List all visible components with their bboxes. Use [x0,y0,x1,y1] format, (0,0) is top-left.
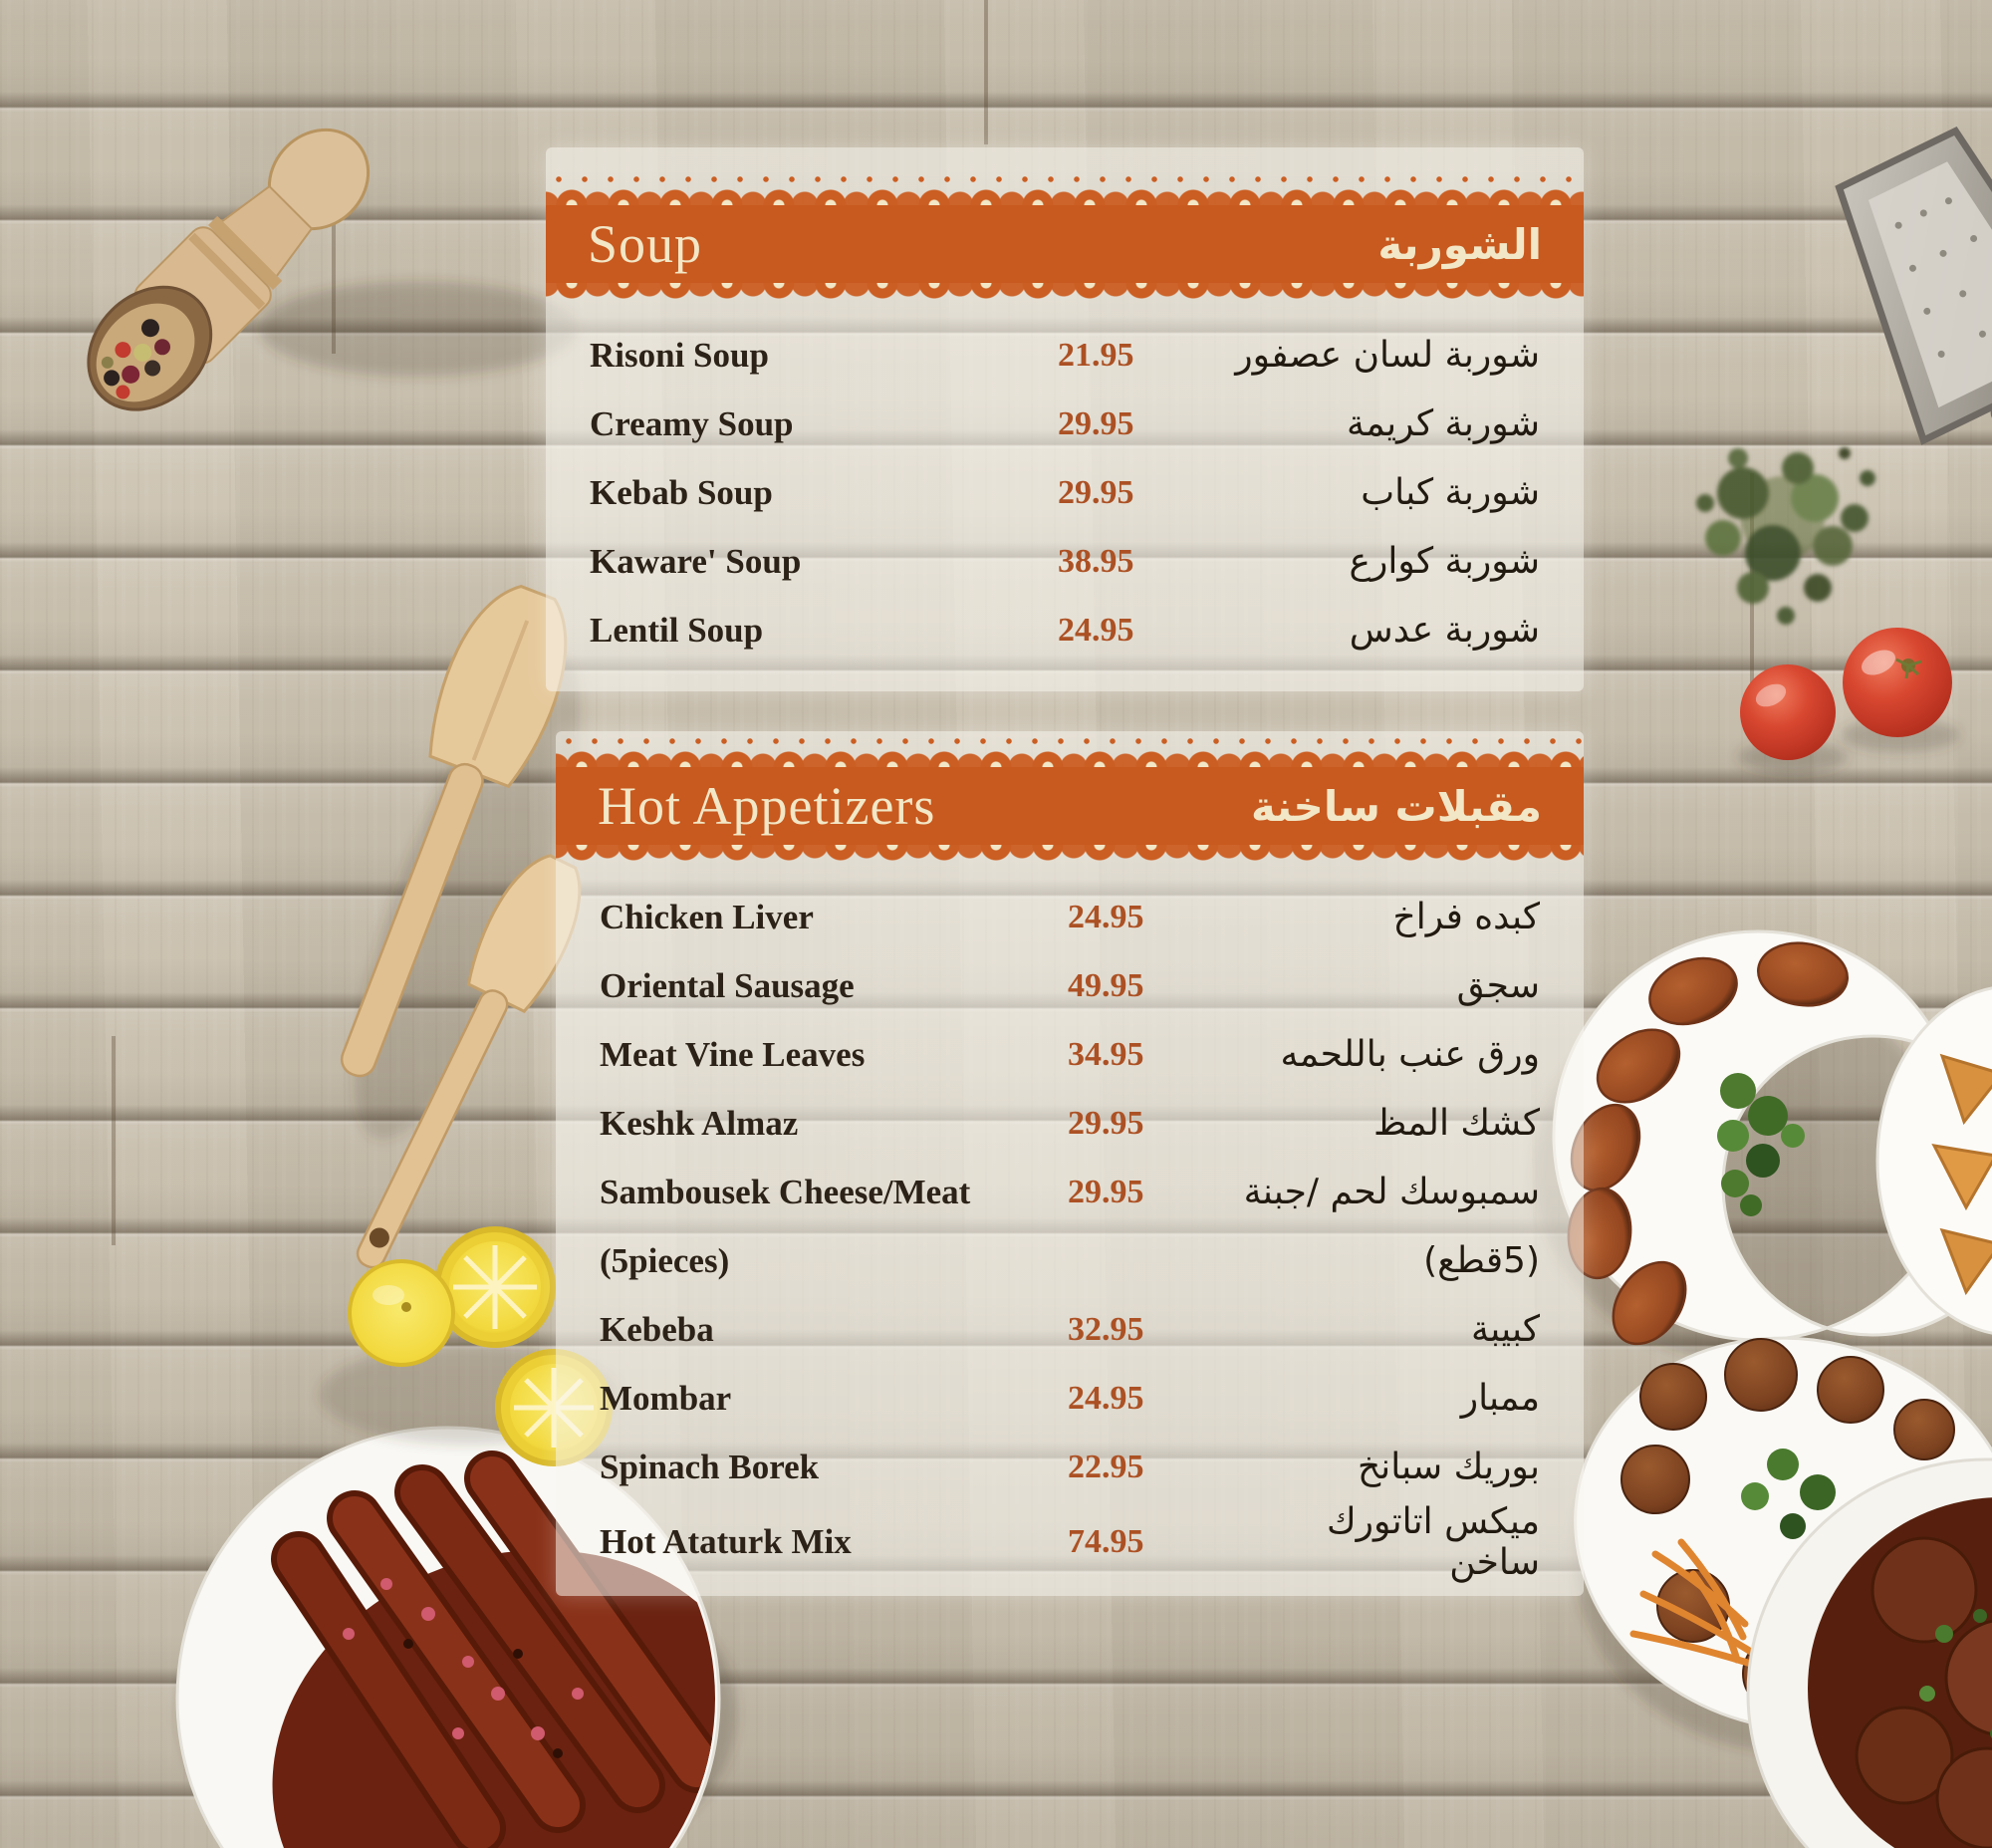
item-price: 38.95 [1058,542,1134,580]
menu-item-row: Chicken Liver 24.95 كبده فراخ [556,883,1584,951]
item-price: 29.95 [1068,1104,1144,1142]
menu-item-row: Meat Vine Leaves 34.95 ورق عنب باللحمه [556,1020,1584,1089]
item-name-ar: شوربة كريمة [1346,403,1540,444]
item-price: 24.95 [1068,898,1144,935]
samosa-plate [1875,986,1992,1335]
item-name-en: Risoni Soup [590,335,769,375]
item-price: 29.95 [1058,404,1134,442]
item-price: 24.95 [1068,1379,1144,1417]
item-name-en: Spinach Borek [600,1447,820,1486]
plank-joints [112,0,1754,1245]
item-price: 22.95 [1068,1448,1144,1485]
item-price: 34.95 [1068,1035,1144,1073]
menu-item-row: Mombar 24.95 ممبار [556,1364,1584,1433]
soup-header-band: Soup الشوربة [546,205,1584,283]
menu-item-row: Spinach Borek 22.95 بوريك سبانخ [556,1433,1584,1501]
item-name-en: Kaware' Soup [590,541,802,581]
item-name-ar: سمبوسك لحم /جبنة [1243,1172,1540,1212]
item-name-ar: كبده فراخ [1392,897,1540,937]
item-name-en: Sambousek Cheese/Meat [600,1172,971,1211]
tomatoes [1738,628,1960,773]
item-price: 49.95 [1068,966,1144,1004]
item-name-ar: شوربة عدس [1349,610,1540,651]
item-price: 32.95 [1068,1310,1144,1348]
item-name-en: Meat Vine Leaves [600,1034,866,1074]
item-price: 29.95 [1068,1173,1144,1210]
item-name-ar: بوريك سبانخ [1357,1447,1540,1487]
item-name-ar: سجق [1456,965,1540,1006]
menu-item-row: Kebab Soup 29.95 شوربة كباب [546,458,1584,527]
item-name-en: Oriental Sausage [600,965,855,1005]
menu-item-row: Kebeba 32.95 كبيبة [556,1295,1584,1364]
lace-border-top [556,731,1584,767]
section-title-en: Soup [588,214,703,274]
item-name-en: Mombar [600,1378,732,1418]
item-name-ar: ممبار [1460,1378,1540,1419]
item-price: 21.95 [1058,336,1134,374]
menu-section-hot-appetizers: Hot Appetizers مقبلات ساخنة Chicken Live… [556,731,1584,1596]
item-name-ar: شوربة كوارع [1349,541,1540,582]
menu-item-row: Hot Ataturk Mix 74.95 ميكس اتاتورك ساخن [556,1501,1584,1583]
menu-item-note-row: (5pieces) (5قطع) [556,1226,1584,1295]
item-name-ar: شوربة كباب [1361,472,1540,513]
item-name-en: Keshk Almaz [600,1103,799,1143]
item-name-en: Kebab Soup [590,472,773,512]
menu-item-row: Lentil Soup 24.95 شوربة عدس [546,596,1584,664]
soup-header: Soup الشوربة [546,169,1584,319]
menu-item-row: Kaware' Soup 38.95 شوربة كوارع [546,527,1584,596]
menu-section-soup: Soup الشوربة Risoni Soup 21.95 شوربة لسان … [546,147,1584,691]
carrot-shreds [1629,1538,1755,1668]
item-name-en: Kebeba [600,1309,714,1349]
item-name-ar: ميكس اتاتورك ساخن [1326,1501,1540,1583]
item-name-en: Creamy Soup [590,403,794,443]
menu-item-row: Risoni Soup 21.95 شوربة لسان عصفور [546,321,1584,390]
soup-items-list: Risoni Soup 21.95 شوربة لسان عصفور Creamy S… [546,319,1584,664]
item-name-en: (5pieces) [600,1240,730,1280]
lace-border-bottom [546,283,1584,319]
item-name-ar: كشك المظ [1373,1103,1540,1144]
menu-item-row: Creamy Soup 29.95 شوربة كريمة [546,390,1584,458]
hot-appetizers-header: Hot Appetizers مقبلات ساخنة [556,731,1584,881]
metal-grater [1835,127,1992,506]
section-title-ar: الشوربة [1377,219,1542,269]
item-name-en: Hot Ataturk Mix [600,1522,852,1561]
lace-border-top [546,169,1584,205]
wooden-spatulas [340,584,582,1269]
item-name-en: Chicken Liver [600,897,814,936]
hot-appetizers-items-list: Chicken Liver 24.95 كبده فراخ Oriental Saus… [556,881,1584,1583]
wooden-spice-scoop [87,128,578,411]
menu-item-row: Sambousek Cheese/Meat 29.95 سمبوسك لحم /جب… [556,1158,1584,1226]
section-title-ar: مقبلات ساخنة [1250,781,1542,831]
item-name-ar: ورق عنب باللحمه [1280,1034,1540,1075]
meat-stew-bowl [1746,1457,1992,1848]
item-name-ar: شوربة لسان عصفور [1235,335,1540,376]
hot-appetizers-header-band: Hot Appetizers مقبلات ساخنة [556,767,1584,845]
item-price: 24.95 [1058,611,1134,649]
section-title-en: Hot Appetizers [598,776,936,836]
item-name-ar: (5قطع) [1423,1240,1540,1281]
lace-border-bottom [556,845,1584,881]
parsley-garnish [1717,1073,1805,1216]
menu-item-row: Keshk Almaz 29.95 كشك المظ [556,1089,1584,1158]
herb-pile [1696,447,1875,625]
item-price: 74.95 [1068,1523,1144,1560]
item-name-ar: كبيبة [1470,1309,1540,1350]
menu-item-row: Oriental Sausage 49.95 سجق [556,951,1584,1020]
item-price: 29.95 [1058,473,1134,511]
item-name-en: Lentil Soup [590,610,764,650]
